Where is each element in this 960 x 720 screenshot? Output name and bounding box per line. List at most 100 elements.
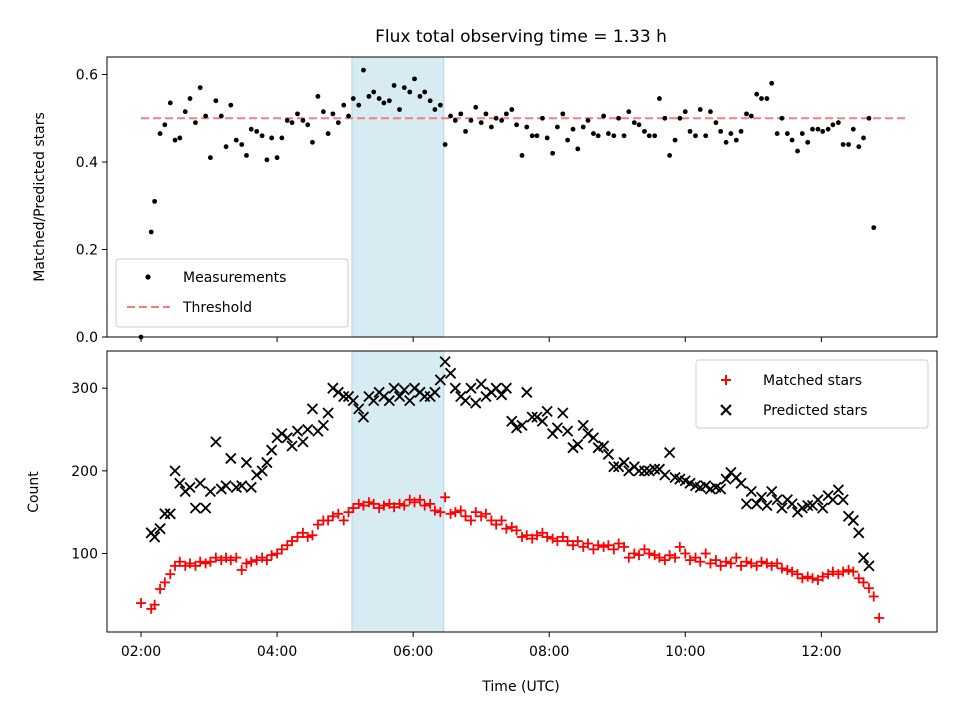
predicted-point-stroke-b (393, 390, 406, 403)
predicted-star-point (582, 428, 594, 440)
predicted-point-stroke-b (700, 480, 712, 492)
predicted-point-stroke-b (710, 481, 722, 494)
measurement-point (779, 115, 785, 121)
measurement-point (279, 135, 285, 141)
matched-star-point (731, 552, 742, 563)
measurement-point (871, 225, 877, 231)
matched-star-point (185, 558, 195, 569)
matched-star-point (251, 555, 262, 566)
predicted-point-stroke-b (720, 473, 732, 485)
measurement-point (662, 115, 668, 121)
predicted-star-point (837, 494, 849, 506)
predicted-star-point (618, 456, 630, 469)
matched-star-point (378, 500, 389, 511)
predicted-star-point (470, 397, 482, 409)
measurement-point (616, 115, 622, 121)
legend-marker-matched (721, 375, 731, 385)
predicted-point-stroke-b (853, 527, 865, 539)
predicted-star-point (256, 465, 268, 477)
measurement-point (713, 120, 719, 126)
measurement-point (840, 142, 846, 147)
predicted-point-stroke-b (567, 442, 579, 454)
matched-star-point (715, 560, 726, 571)
predicted-point-stroke-b (332, 386, 344, 398)
measurement-point (203, 113, 209, 119)
matched-star-point (394, 498, 405, 509)
matched-star-point (292, 531, 303, 542)
predicted-point-stroke-b (245, 481, 257, 494)
predicted-star-point (761, 499, 773, 512)
matched-star-point (572, 536, 583, 547)
top-ytick-label: 0.4 (76, 155, 98, 171)
predicted-point-stroke-b (357, 411, 370, 423)
predicted-star-point (526, 411, 538, 423)
predicted-point-stroke-b (572, 438, 584, 451)
matched-star-point (517, 531, 527, 542)
predicted-star-point (353, 403, 365, 415)
predicted-point-stroke-b (225, 452, 237, 465)
predicted-point-stroke-b (751, 498, 763, 510)
measurement-point (499, 118, 504, 123)
predicted-star-point (357, 411, 370, 423)
matched-star-point (644, 548, 655, 559)
measurement-point (642, 128, 647, 134)
predicted-star-point (393, 390, 406, 403)
predicted-star-point (332, 386, 344, 398)
matched-star-point (409, 497, 420, 508)
matched-star-point (353, 498, 364, 509)
measurement-point (193, 120, 198, 126)
measurement-point (167, 100, 173, 106)
matched-star-point (863, 583, 874, 594)
predicted-point-stroke-b (449, 382, 461, 394)
predicted-star-point (388, 382, 400, 394)
predicted-point-stroke-b (276, 428, 288, 440)
predicted-star-point (169, 465, 181, 477)
predicted-point-stroke-b (557, 407, 569, 419)
matched-star-point (608, 544, 619, 555)
bottom-ytick-label: 100 (71, 546, 98, 562)
predicted-point-stroke-b (669, 471, 681, 484)
measurement-point (585, 118, 591, 123)
bottom-legend: Matched stars Predicted stars (695, 359, 929, 429)
measurement-point (341, 102, 347, 108)
predicted-star-point (189, 502, 202, 514)
predicted-point-stroke-b (674, 473, 686, 485)
predicted-point-stroke-b (174, 477, 186, 489)
predicted-star-point (847, 514, 859, 527)
matched-star-point (680, 548, 691, 559)
predicted-point-stroke-b (863, 560, 875, 572)
predicted-point-stroke-b (327, 382, 339, 394)
predicted-point-stroke-b (679, 475, 691, 487)
matched-star-point (670, 552, 681, 563)
top-x-ticks (140, 337, 822, 342)
predicted-star-point (236, 480, 248, 492)
matched-star-point (368, 498, 379, 509)
measurement-point (239, 142, 245, 147)
predicted-point-stroke-b (302, 423, 314, 436)
bottom-x-ticks: 02:00 04:00 06:00 08:00 10:00 12:00 (121, 632, 842, 660)
predicted-point-stroke-b (261, 456, 273, 469)
matched-star-point (445, 508, 456, 519)
predicted-point-stroke-b (434, 374, 446, 386)
measurement-point (325, 131, 331, 136)
matched-star-point (511, 525, 522, 536)
predicted-point-stroke-b (761, 499, 773, 512)
measurements-series (138, 67, 877, 340)
measurement-point (157, 131, 163, 136)
predicted-point-stroke-b (740, 498, 753, 510)
matched-star-point (562, 536, 573, 547)
matched-star-point (159, 577, 170, 588)
predicted-point-stroke-b (429, 386, 441, 398)
matched-star-point (623, 552, 634, 563)
predicted-point-stroke-b (689, 480, 702, 492)
matched-star-point (440, 492, 451, 503)
predicted-point-stroke-b (812, 494, 824, 506)
measurement-point (718, 128, 724, 134)
measurement-point (580, 124, 586, 130)
measurement-point (381, 100, 387, 106)
predicted-star-point (429, 386, 441, 398)
measurement-point (361, 67, 366, 73)
matched-star-point (542, 531, 553, 542)
matched-star-point (654, 552, 665, 563)
predicted-point-stroke-b (347, 394, 359, 407)
